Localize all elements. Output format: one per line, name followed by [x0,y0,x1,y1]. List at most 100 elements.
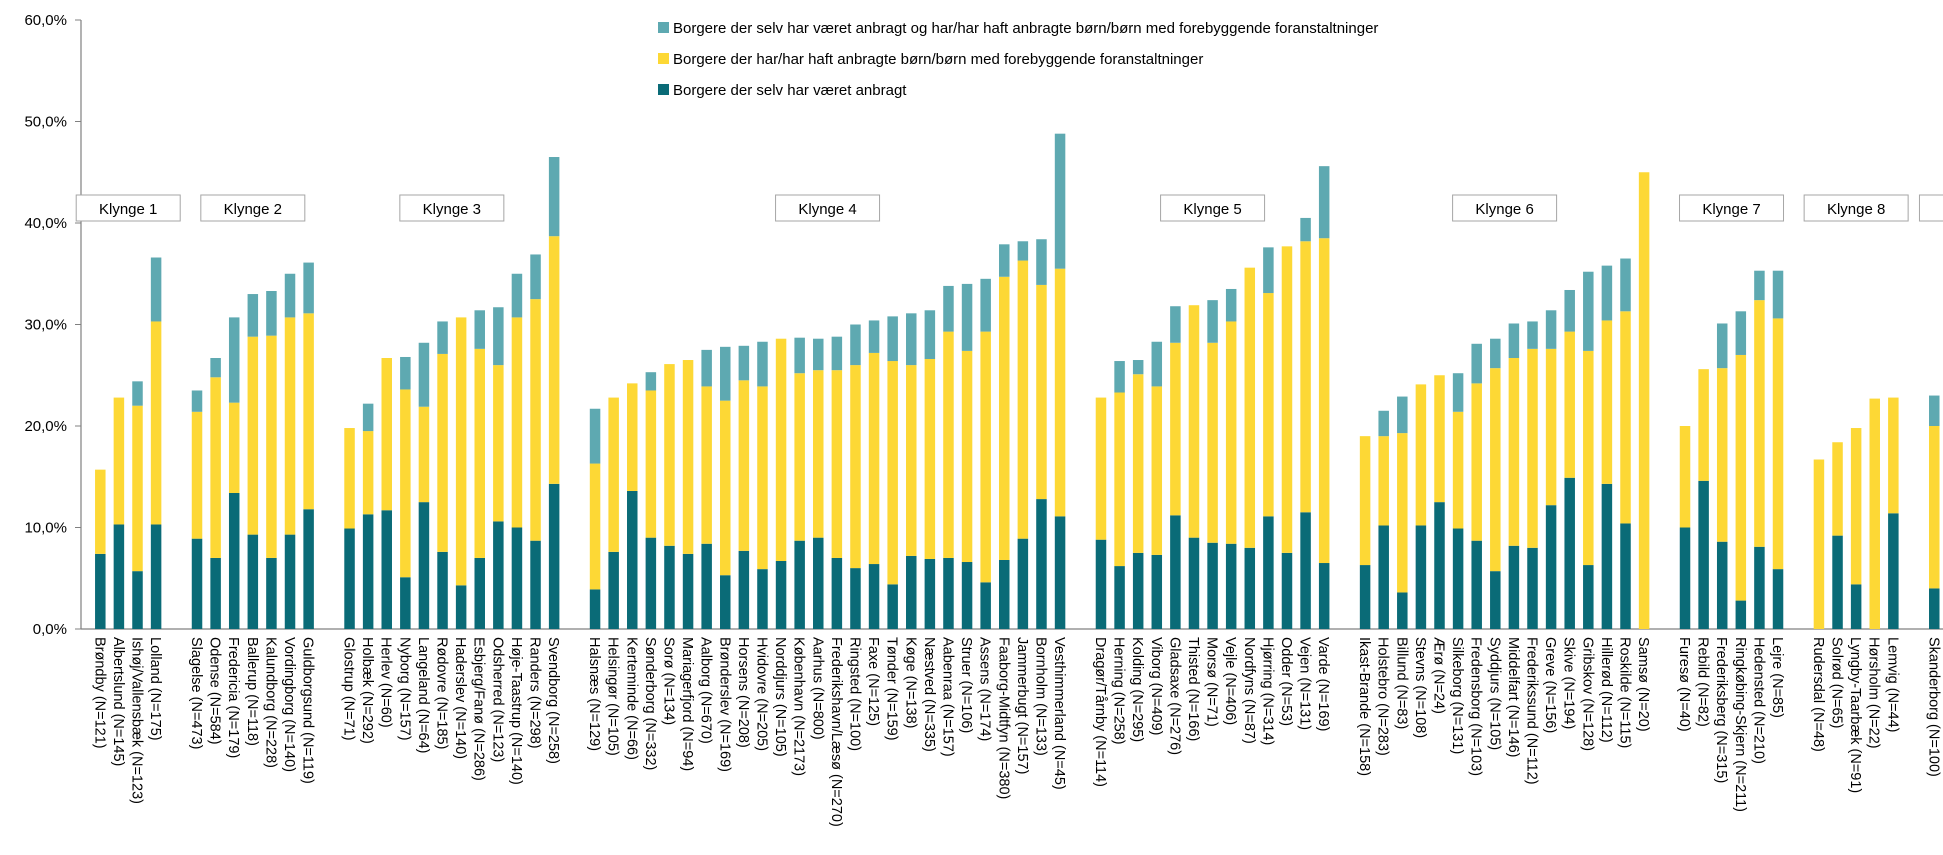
bar-segment-b [1638,172,1650,629]
bar-segment-a [1888,513,1899,629]
bar-segment-a [999,559,1010,629]
y-tick-label: 30,0% [24,317,67,334]
bar-segment-b [1017,260,1029,539]
bar-segment-c [1225,288,1237,322]
x-category-label: Nyborg (N=157) [396,637,412,741]
x-category-label: Assens (N=174) [977,637,993,741]
bar-segment-a [1434,502,1445,630]
x-category-label: Glostrup (N=71) [341,637,357,741]
bar-segment-c [210,358,221,378]
bar-segment-c [924,310,936,360]
bar-segment-b [1813,459,1825,629]
x-category-label: Rudersdal (N=48) [1810,637,1826,752]
y-axis-ticks: 0,0% 10,0% 20,0% 30,0% 40,0% 50,0% 60,0% [24,12,81,638]
x-category-label: Halsnæs (N=129) [586,637,602,751]
x-category-label: Greve (N=156) [1542,637,1558,733]
bar-segment-a [284,534,296,630]
bar-segment-b [813,370,824,538]
x-category-label: Hjørring (N=314) [1259,637,1275,745]
bar-segment-a [1114,566,1125,629]
x-category-label: Ærø (N=24) [1431,637,1447,714]
bar-segment-a [1716,541,1728,629]
bar-segment-b [1679,426,1691,528]
bar-segment-a [831,557,843,629]
bar-segment-b [1114,392,1125,567]
bar-segment-c [906,313,917,366]
bar-segment-c [1378,410,1389,437]
bar-segment-c [530,254,541,300]
bar-segment-a [1620,523,1631,629]
x-category-label: Gladsaxe (N=276) [1166,637,1182,755]
x-category-label: Gribskov (N=128) [1579,637,1595,751]
x-category-label: Helsingør (N=105) [605,637,621,756]
bar-segment-a [266,557,277,629]
bar-segment-c [303,262,314,314]
x-category-label: Odder (N=53) [1278,637,1294,726]
bar-segment-a [1151,554,1163,629]
bar-segment-c [1545,310,1557,349]
bar-segment-c [757,341,768,387]
bar-segment-c [132,381,143,406]
cluster-box [1452,194,1558,222]
bar-segment-b [474,348,485,558]
bar-segment-b [210,377,221,558]
x-category-label: Herlev (N=60) [378,637,394,728]
bar-segment-c [1735,311,1747,355]
legend-swatch-c [658,22,669,33]
bar-segment-c [228,317,240,403]
bar-segment-a [924,558,936,630]
bar-segment-a [228,492,240,629]
x-category-label: Kerteminde (N=66) [623,637,639,760]
x-category-label: Vejle (N=406) [1222,637,1238,725]
bar-segment-c [1527,321,1538,349]
x-category-label: Langeland (N=64) [415,637,431,754]
x-category-label: Furesø (N=40) [1676,637,1692,732]
bar-segment-c [887,316,898,362]
bar-segment-a [868,564,880,629]
bar-segment-b [1850,428,1862,585]
bar-segment-a [1545,505,1557,629]
bar-segment-b [1490,368,1501,572]
x-category-label: Herning (N=258) [1111,637,1127,745]
bar-segment-b [1620,311,1631,524]
x-category-label: Faaborg-Midtfyn (N=380) [995,637,1011,799]
bar-segment-a [1281,552,1293,630]
bar-segment-b [1434,375,1445,503]
bar-segment-b [720,400,731,576]
x-category-label: Odense (N=584) [207,637,223,745]
bar-segment-c [831,336,843,371]
bar-segment-b [266,335,277,558]
x-category-label: Køge (N=138) [902,637,918,728]
x-category-label: Aabenraa (N=157) [939,637,955,757]
x-category-label: Næstved (N=335) [921,637,937,752]
bar-segment-c [1207,300,1218,343]
x-category-label: Lemvig (N=44) [1884,637,1900,733]
bar-segment-a [1095,539,1107,629]
legend-swatch-a [658,84,669,95]
bar-segment-a [1054,516,1066,630]
bar-segment-b [961,350,973,563]
x-category-label: Brønderslev (N=169) [716,637,732,772]
bar-segment-c [1151,341,1163,387]
bar-segment-c [1564,289,1575,332]
x-category-label: Lejre (N=85) [1769,637,1785,718]
bar-segment-c [999,244,1010,277]
bar-segment-b [1415,384,1427,526]
bars [95,133,1940,630]
bar-segment-c [284,273,296,318]
bar-segment-c [1929,395,1940,426]
bar-segment-a [247,534,259,630]
x-category-label: Morsø (N=71) [1204,637,1220,727]
bar-segment-a [1244,547,1256,629]
bar-segment-a [1300,512,1311,629]
x-category-label: Ballerup (N=118) [244,637,260,746]
bar-segment-c [266,291,277,336]
bar-segment-b [1397,433,1408,593]
bar-segment-a [794,540,805,629]
bar-segment-a [1772,569,1784,630]
bar-segment-b [1263,293,1274,517]
bar-segment-a [980,582,991,629]
x-category-label: Nordfyns (N=87) [1241,637,1257,744]
bar-segment-b [1318,238,1330,564]
x-category-label: Svendborg (N=258) [545,637,561,764]
